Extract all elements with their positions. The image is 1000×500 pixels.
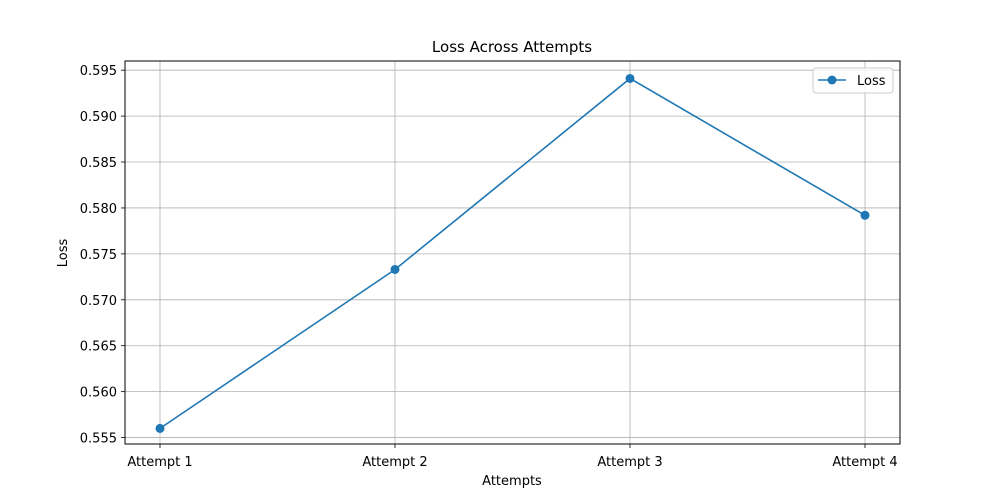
x-tick-label: Attempt 3 bbox=[597, 455, 662, 470]
data-point bbox=[390, 264, 400, 274]
grid-lines bbox=[125, 61, 900, 444]
x-tick-label: Attempt 2 bbox=[362, 455, 427, 470]
y-tick-label: 0.595 bbox=[80, 64, 117, 79]
x-tick-label: Attempt 1 bbox=[127, 455, 192, 470]
y-tick-label: 0.585 bbox=[80, 156, 117, 171]
series-line bbox=[159, 77, 866, 430]
data-point bbox=[625, 73, 635, 83]
y-tick-label: 0.565 bbox=[80, 340, 117, 355]
x-axis-ticks: Attempt 1 Attempt 2 Attempt 3 Attempt 4 bbox=[127, 444, 898, 470]
legend-label-loss: Loss bbox=[857, 74, 886, 89]
y-tick-label: 0.590 bbox=[80, 110, 117, 125]
data-point bbox=[155, 423, 165, 433]
y-tick-label: 0.570 bbox=[80, 294, 117, 309]
legend-marker-swatch bbox=[827, 75, 837, 85]
y-tick-label: 0.560 bbox=[80, 386, 117, 401]
chart-title: Loss Across Attempts bbox=[432, 38, 592, 56]
x-tick-label: Attempt 4 bbox=[832, 455, 897, 470]
y-axis-ticks: 0.555 0.560 0.565 0.570 0.575 0.580 0.585 0.590… bbox=[80, 64, 125, 447]
plot-frame bbox=[124, 60, 901, 445]
y-tick-label: 0.555 bbox=[80, 432, 117, 447]
y-tick-label: 0.580 bbox=[80, 202, 117, 217]
legend: Loss bbox=[812, 67, 894, 94]
x-axis-label: Attempts bbox=[482, 474, 542, 489]
data-point bbox=[860, 210, 870, 220]
y-tick-label: 0.575 bbox=[80, 248, 117, 263]
y-axis-label: Loss bbox=[56, 239, 71, 268]
series-loss bbox=[155, 73, 870, 433]
legend-box bbox=[812, 67, 894, 94]
